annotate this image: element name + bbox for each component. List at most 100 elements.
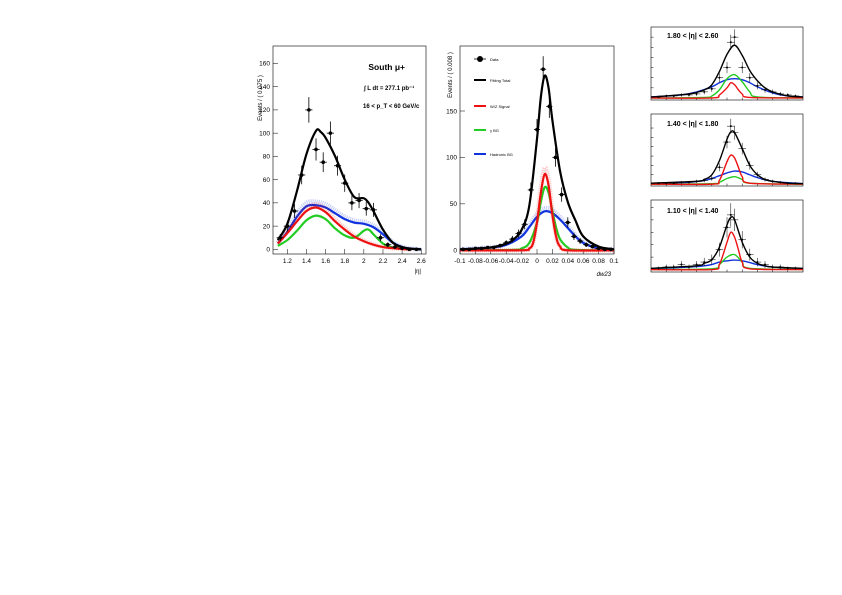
data-point xyxy=(412,247,421,252)
data-point xyxy=(312,138,320,161)
data-point xyxy=(723,135,731,149)
series-line-fitting-total xyxy=(276,128,422,251)
x-tick-label: 1.2 xyxy=(283,258,292,265)
data-point xyxy=(746,248,754,261)
series-line-w-z-signal xyxy=(276,206,412,251)
data-point xyxy=(564,217,571,228)
data-point xyxy=(290,204,299,218)
x-tick-label: -0.04 xyxy=(499,258,514,265)
data-point xyxy=(326,121,334,145)
data-point xyxy=(761,87,769,93)
data-point xyxy=(784,93,792,97)
data-point xyxy=(348,195,356,211)
data-point xyxy=(570,232,578,240)
data-point xyxy=(708,176,716,181)
data-point xyxy=(670,94,678,98)
data-point xyxy=(753,171,762,178)
data-point xyxy=(700,257,708,267)
x-tick-label: -0.02 xyxy=(514,258,529,265)
data-point xyxy=(776,264,784,270)
data-point xyxy=(546,94,553,118)
data-point xyxy=(583,242,590,247)
data-point xyxy=(478,246,485,251)
eta-bin-1-annotation: 1.80 < |η| < 2.60 xyxy=(667,33,719,40)
data-point xyxy=(558,187,565,202)
data-point xyxy=(761,177,769,182)
data-point xyxy=(761,261,769,269)
data-point xyxy=(405,247,413,252)
y-tick-label: 120 xyxy=(259,107,270,114)
x-tick-label: 0.06 xyxy=(577,258,590,265)
data-point xyxy=(298,165,306,185)
dw23-distribution-panel: Events / ( 0.008 ) dw23 Data Fitting Tot… xyxy=(446,45,619,278)
dw23-y-axis-label: Events / ( 0.008 ) xyxy=(448,52,454,98)
y-tick-label: 100 xyxy=(259,130,270,137)
data-point xyxy=(692,91,701,96)
data-point xyxy=(738,142,746,155)
lumi-annotation: ∫ L dt = 277.1 pb⁻¹ xyxy=(363,85,414,92)
eta-plot-frame xyxy=(272,45,427,255)
x-tick-label: 0.1 xyxy=(609,258,618,265)
data-point xyxy=(685,264,693,270)
data-point xyxy=(305,97,313,123)
eta-bin-3-panel: 1.10 < |η| < 1.40 xyxy=(650,199,804,273)
eta-panel-title: South μ+ xyxy=(368,62,405,72)
data-point xyxy=(376,234,385,242)
x-tick-label: 0.02 xyxy=(546,258,559,265)
data-point xyxy=(753,257,762,267)
data-point xyxy=(677,180,686,184)
data-point xyxy=(341,174,349,192)
x-tick-label: 0.04 xyxy=(561,258,574,265)
data-point xyxy=(607,247,614,252)
data-point xyxy=(738,231,746,249)
data-point xyxy=(784,182,792,185)
data-point xyxy=(670,264,678,270)
x-tick-label: 0.08 xyxy=(592,258,605,265)
data-point xyxy=(677,261,686,269)
eta-bin-3-annotation: 1.10 < |η| < 1.40 xyxy=(667,208,719,215)
eta-distribution-panel: Events / ( 0.075 ) |η| South μ+ ∫ L dt =… xyxy=(258,45,427,275)
y-tick-label: 60 xyxy=(263,177,271,184)
data-point xyxy=(496,243,504,248)
eta-bin-2-panel: 1.40 < |η| < 1.80 xyxy=(650,113,804,187)
data-point xyxy=(654,182,663,185)
eta-bin-2-annotation: 1.40 < |η| < 1.80 xyxy=(667,121,719,128)
data-point xyxy=(595,246,602,251)
series-line-hadronic-bg xyxy=(650,259,804,270)
y-tick-label: 160 xyxy=(259,61,270,68)
data-point xyxy=(791,94,800,98)
legend-label-total: Fitting Total xyxy=(490,78,510,83)
data-point xyxy=(715,242,724,257)
data-point xyxy=(662,264,670,270)
series-line-w-z-signal xyxy=(650,154,804,186)
data-point xyxy=(715,73,724,83)
series-line-w-z-signal xyxy=(650,231,804,271)
data-point xyxy=(730,208,739,232)
data-point xyxy=(527,182,534,198)
legend-label-gamma: γ BG xyxy=(490,128,499,133)
data-point xyxy=(776,91,784,96)
data-point xyxy=(533,118,541,141)
data-point xyxy=(384,242,392,248)
series-line-w-z-signal xyxy=(459,172,615,252)
data-point xyxy=(484,245,491,250)
y-tick-label: 50 xyxy=(450,201,458,208)
data-point xyxy=(776,180,784,184)
data-point xyxy=(662,94,670,98)
x-tick-label: 1.6 xyxy=(321,258,330,265)
x-tick-label: -0.1 xyxy=(454,258,466,265)
legend-label-signal: W/Z Signal xyxy=(490,104,510,109)
x-tick-label: 1.8 xyxy=(340,258,349,265)
data-point xyxy=(540,56,547,83)
y-tick-label: 0 xyxy=(453,248,457,255)
eta-x-axis-label: |η| xyxy=(415,269,422,275)
data-point xyxy=(521,219,528,230)
data-point xyxy=(768,89,777,95)
data-point xyxy=(601,247,608,252)
data-point xyxy=(460,247,467,252)
y-tick-label: 40 xyxy=(263,200,271,207)
x-tick-label: 0 xyxy=(535,258,539,265)
data-point xyxy=(472,246,479,251)
x-tick-label: -0.08 xyxy=(468,258,483,265)
eta-bin-1-panel: 1.80 < |η| < 2.60 xyxy=(650,26,804,101)
